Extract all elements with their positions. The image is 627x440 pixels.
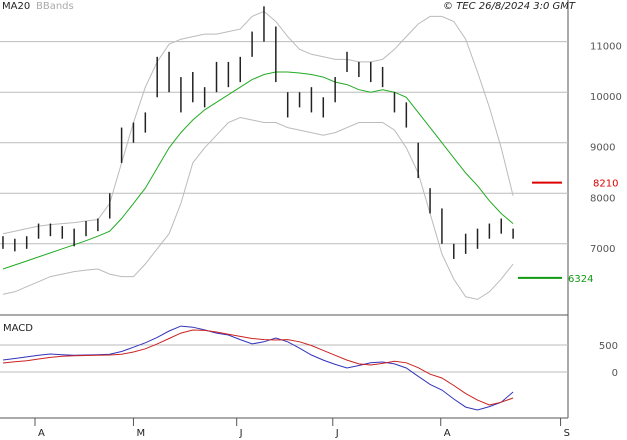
y-tick-label: 500 bbox=[599, 341, 618, 352]
legend-bbands: BBands bbox=[36, 1, 74, 12]
x-tick-label: A bbox=[38, 428, 45, 439]
x-tick-label: A bbox=[444, 428, 451, 439]
y-tick-label: 10000 bbox=[590, 92, 622, 103]
y-tick-label: 9000 bbox=[590, 143, 615, 154]
x-tick-label: M bbox=[136, 428, 145, 439]
level-label: 8210 bbox=[593, 179, 618, 190]
ma20-line bbox=[2, 71, 514, 270]
y-tick-label: 11000 bbox=[590, 42, 622, 53]
legend-ma20: MA20 bbox=[2, 1, 30, 12]
bband-lower bbox=[2, 116, 514, 300]
macd-line bbox=[2, 325, 514, 411]
x-tick-label: J bbox=[335, 428, 339, 439]
copyright: © TEC 26/8/2024 3:0 GMT bbox=[443, 1, 576, 12]
y-tick-label: 0 bbox=[612, 368, 618, 379]
level-label: 6324 bbox=[568, 274, 593, 285]
x-tick-label: J bbox=[239, 428, 243, 439]
y-tick-label: 7000 bbox=[590, 244, 615, 255]
bband-upper bbox=[2, 10, 514, 235]
macd-title: MACD bbox=[3, 323, 33, 334]
y-tick-label: 8000 bbox=[590, 193, 615, 204]
x-tick-label: S bbox=[564, 428, 570, 439]
macd-line bbox=[2, 329, 514, 406]
